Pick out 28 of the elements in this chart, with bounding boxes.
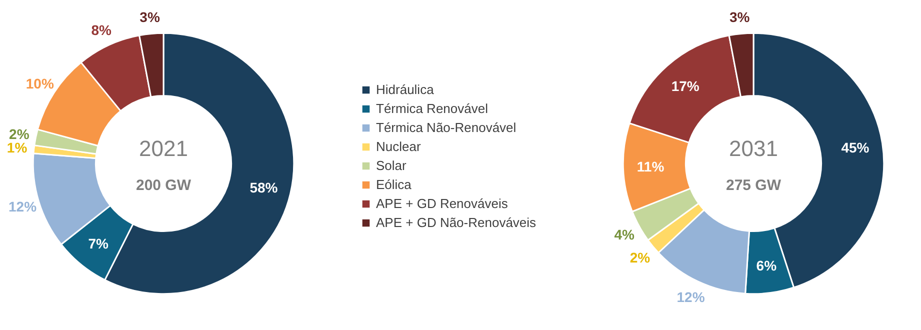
data-label: 10% xyxy=(26,75,54,92)
text: 2031 xyxy=(729,136,778,161)
legend-label: Térmica Renovável xyxy=(376,101,488,116)
legend-label: Solar xyxy=(376,158,406,173)
data-label: 8% xyxy=(91,22,112,38)
data-label: 4% xyxy=(614,226,636,242)
data-label: 45% xyxy=(841,139,870,156)
legend-label: Eólica xyxy=(376,177,412,192)
data-label: 12% xyxy=(676,288,706,305)
data-label: 2% xyxy=(9,126,30,142)
legend-label: APE + GD Renováveis xyxy=(376,196,508,211)
legend-label: APE + GD Não-Renováveis xyxy=(376,215,536,230)
text: 200 GW xyxy=(136,177,192,194)
data-label: 1% xyxy=(6,139,28,156)
data-label: 2% xyxy=(630,249,651,266)
text: 2021 xyxy=(139,136,188,161)
data-label: 12% xyxy=(8,198,38,214)
data-label: 11% xyxy=(636,158,665,175)
data-label: 7% xyxy=(88,235,110,252)
text: 275 GW xyxy=(726,177,782,194)
data-label: 6% xyxy=(756,258,778,274)
data-label: 58% xyxy=(250,179,278,196)
legend-label: Térmica Não-Renovável xyxy=(376,120,516,135)
data-label: 17% xyxy=(671,78,700,94)
data-label: 3% xyxy=(730,8,750,25)
legend-label: Nuclear xyxy=(376,139,421,154)
legend-label: Hidráulica xyxy=(376,82,434,97)
data-label: 3% xyxy=(140,8,160,25)
